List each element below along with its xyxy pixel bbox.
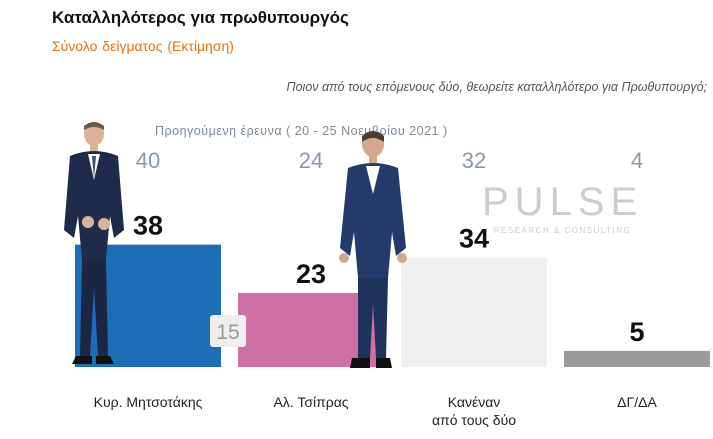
category-label-2: Αλ. Τσίπρας (273, 394, 348, 410)
data-label-1: 38 (133, 211, 163, 241)
previous-value-2: 24 (299, 148, 323, 173)
category-label-1: Κυρ. Μητσοτάκης (94, 394, 203, 410)
previous-value-4: 4 (631, 148, 643, 173)
extra-annotation-label: 15 (216, 321, 239, 344)
previous-value-3: 32 (462, 148, 486, 173)
data-label-3: 34 (459, 224, 489, 254)
category-label-3-line-1: Κανέναν (448, 394, 501, 410)
bar-3 (401, 257, 547, 367)
category-label-3-line-2: από τους δύο (432, 412, 516, 428)
chart-subtitle: Σύνολο δείγματος (Εκτίμηση) (52, 38, 234, 54)
data-label-4: 5 (629, 317, 644, 347)
bar-4 (564, 350, 710, 367)
pulse-watermark: PULSE RESEARCH & CONSULTING (482, 182, 643, 235)
mitsotakis-figure (64, 122, 124, 364)
data-label-2: 23 (296, 259, 326, 289)
watermark-tagline: RESEARCH & CONSULTING (493, 226, 632, 235)
previous-value-1: 40 (136, 148, 160, 173)
tsipras-figure (339, 131, 407, 368)
survey-question: Ποιον από τους επόμενους δύο, θεωρείτε κ… (286, 80, 707, 94)
extra-annotation-box (210, 315, 246, 347)
category-label-4: ΔΓ/ΔΑ (617, 394, 657, 410)
chart-title: Καταλληλότερος για πρωθυπουργός (52, 8, 349, 27)
watermark-name: PULSE (482, 180, 644, 224)
